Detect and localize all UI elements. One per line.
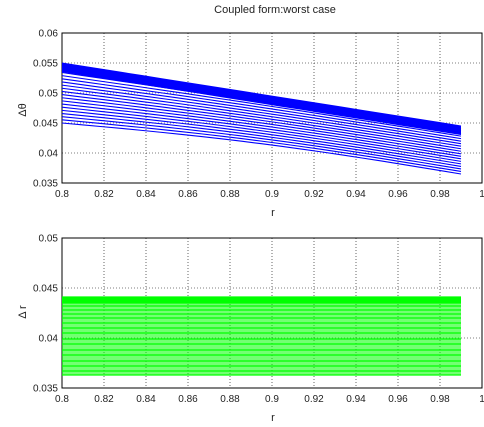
series-band-dense xyxy=(62,63,461,135)
series-line xyxy=(61,75,462,137)
series-line xyxy=(61,81,462,142)
x-tick-label: 0.86 xyxy=(178,394,198,405)
x-tick-label: 0.98 xyxy=(430,394,450,405)
y-tick-label: 0.035 xyxy=(33,179,58,190)
x-tick-label: 0.86 xyxy=(178,189,198,200)
series-band-dense xyxy=(62,297,461,303)
series-line xyxy=(61,100,462,157)
series-line xyxy=(61,94,462,152)
x-tick-label: 0.98 xyxy=(430,189,450,200)
x-tick-label: 0.96 xyxy=(388,189,408,200)
x-tick-label: 0.82 xyxy=(94,189,114,200)
x-tick-label: 0.8 xyxy=(55,394,69,405)
y-tick-label: 0.055 xyxy=(33,59,58,70)
y-tick-label: 0.045 xyxy=(33,284,58,295)
x-tick-label: 0.94 xyxy=(346,394,366,405)
series-line xyxy=(61,97,462,155)
y-tick-label: 0.05 xyxy=(39,89,59,100)
series-line xyxy=(61,106,462,162)
x-tick-label: 0.96 xyxy=(388,394,408,405)
x-axis-label-bottom: r xyxy=(271,412,275,424)
x-tick-label: 0.88 xyxy=(220,189,240,200)
series-line xyxy=(61,87,462,147)
x-tick-label: 0.88 xyxy=(220,394,240,405)
x-tick-label: 1 xyxy=(479,394,484,405)
y-tick-label: 0.035 xyxy=(33,384,58,395)
y-tick-label: 0.04 xyxy=(39,149,59,160)
chart-bottom-axes: 0.8 0.82 0.84 0.86 0.88 0.9 0.92 0.94 0.96 0.98 1 0… xyxy=(33,234,484,406)
series-line xyxy=(61,103,462,160)
x-tick-label: 0.8 xyxy=(55,189,69,200)
series-line xyxy=(61,122,462,175)
y-tick-label: 0.06 xyxy=(39,29,59,40)
chart-top-axes: 0.8 0.82 0.84 0.86 0.88 0.9 0.92 0.94 0.96 0.98 1 0… xyxy=(33,29,484,201)
y-tick-label: 0.05 xyxy=(39,234,59,245)
y-tick-label: 0.04 xyxy=(39,334,59,345)
x-tick-label: 0.84 xyxy=(136,189,156,200)
x-tick-label: 0.92 xyxy=(304,189,324,200)
x-axis-label-top: r xyxy=(271,207,275,219)
series-line xyxy=(61,90,462,150)
y-axis-label-top: Δθ xyxy=(17,103,29,116)
series-band xyxy=(62,297,461,375)
series-line xyxy=(61,119,462,173)
x-tick-label: 0.92 xyxy=(304,394,324,405)
series-line xyxy=(61,116,462,170)
series-line xyxy=(61,84,462,145)
y-axis-label-bottom: Δ r xyxy=(17,305,29,319)
series-line xyxy=(61,78,462,140)
series-line xyxy=(61,109,462,165)
x-tick-label: 0.82 xyxy=(94,394,114,405)
x-tick-label: 0.84 xyxy=(136,394,156,405)
series-line xyxy=(61,112,462,167)
x-tick-label: 0.9 xyxy=(265,394,279,405)
y-tick-label: 0.045 xyxy=(33,119,58,130)
chart-title: Coupled form:worst case xyxy=(214,4,336,16)
x-tick-label: 1 xyxy=(479,189,484,200)
x-tick-label: 0.94 xyxy=(346,189,366,200)
x-tick-label: 0.9 xyxy=(265,189,279,200)
